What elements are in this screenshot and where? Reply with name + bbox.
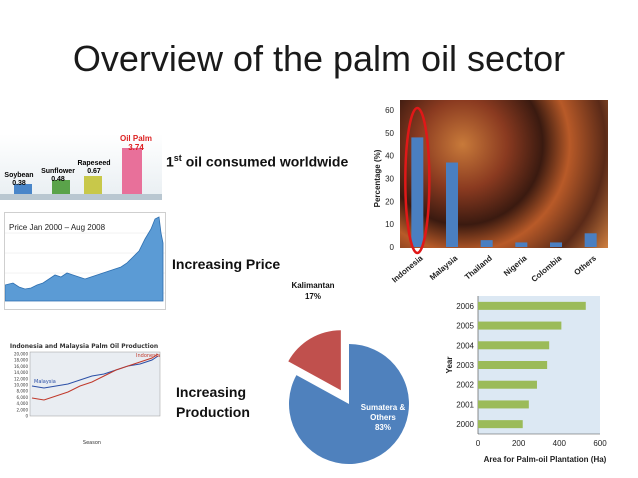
soybean-value: 0.38 (12, 180, 26, 187)
share-bar (584, 233, 597, 247)
price-label: Price Jan 2000 – Aug 2008 (9, 223, 106, 232)
rapeseed-bar (84, 176, 102, 194)
pie-slice (289, 344, 409, 464)
area-xlabel: Area for Palm-oil Plantation (Ha) (484, 455, 607, 464)
share-ytick: 20 (385, 197, 394, 206)
share-ytick: 10 (385, 220, 394, 229)
pie-label: Sumatera & (361, 403, 406, 412)
pie-value: 17% (305, 292, 321, 301)
production-ytick: 0 (25, 414, 28, 419)
area-xtick: 200 (512, 439, 526, 448)
share-ytick: 0 (390, 243, 395, 252)
share-ylabel: Percentage (%) (373, 149, 382, 207)
production-ytick: 20,000 (14, 352, 28, 357)
price-caption: Increasing Price (172, 256, 281, 272)
price-area (4, 216, 164, 302)
sunflower-bar (52, 180, 70, 194)
oil-palm-label: Oil Palm (119, 134, 152, 143)
palm-fruit-photo (400, 100, 608, 248)
area-xtick: 400 (553, 439, 567, 448)
share-bar (411, 137, 424, 247)
area-ytick: 2003 (456, 361, 474, 370)
share-xtick: Malaysia (428, 253, 460, 282)
pie-label-cont: Others (370, 413, 396, 422)
production-ytick: 6,000 (17, 395, 29, 400)
rapeseed-value: 0.67 (87, 168, 101, 175)
sunflower-value: 0.48 (51, 176, 65, 183)
oil-yield-bars (0, 148, 162, 200)
production-ytick: 10,000 (14, 383, 28, 388)
area-bar (478, 341, 550, 350)
area-ytick: 2005 (456, 322, 474, 331)
pie-slice (288, 330, 341, 391)
slide-title: Overview of the palm oil sector (72, 38, 566, 79)
production-ytick: 2,000 (17, 407, 29, 412)
pie-value: 83% (375, 423, 391, 432)
share-bar (480, 240, 493, 247)
price-chart-image: Price Jan 2000 – Aug 2008 (4, 212, 166, 310)
oil-yield-image: Soybean 0.38 Sunflower 0.48 Rapeseed 0.6… (0, 134, 162, 200)
production-xlabel: Season (83, 440, 101, 446)
area-ytick: 2006 (456, 302, 474, 311)
indonesia-line (31, 353, 159, 401)
sunflower-label: Sunflower (41, 168, 75, 175)
area-ytick: 2001 (456, 400, 474, 409)
highlight-ellipse (404, 106, 431, 255)
share-xtick: Thailand (463, 254, 494, 282)
area-ytick: 2002 (456, 381, 474, 390)
production-ytick: 18,000 (14, 358, 28, 363)
pie-label: Kalimantan (291, 281, 334, 290)
area-xtick: 0 (476, 439, 481, 448)
share-ytick: 30 (385, 175, 394, 184)
production-ytick: 12,000 (14, 376, 28, 381)
production-ytick: 4,000 (17, 401, 29, 406)
area-bar (478, 380, 537, 389)
area-bar (478, 301, 586, 310)
area-ytick: 2000 (456, 420, 474, 429)
area-bar (478, 420, 523, 429)
area-bar (478, 400, 529, 409)
consumption-caption: 1st oil consumed worldwide (166, 153, 349, 170)
area-xtick: 600 (593, 439, 607, 448)
share-bar (550, 242, 562, 247)
soybean-label: Soybean (4, 172, 34, 179)
production-chart-image: Indonesia and Malaysia Palm Oil Producti… (4, 340, 164, 446)
share-xtick: Others (572, 253, 598, 277)
area-bar (478, 361, 548, 369)
share-ytick: 40 (385, 152, 394, 161)
share-bar (446, 162, 458, 247)
share-xtick: Colombia (530, 253, 564, 284)
malaysia-series-label: Malaysia (34, 379, 56, 385)
share-ytick: 50 (385, 129, 394, 138)
soybean-bar (14, 184, 32, 194)
oil-palm-value: 3.74 (128, 143, 144, 152)
share-xtick: Nigeria (502, 253, 529, 278)
area-bar (478, 321, 562, 330)
production-ytick: 14,000 (14, 370, 28, 375)
area-ytick: 2004 (456, 341, 474, 350)
production-ytick: 16,000 (14, 364, 28, 369)
malaysia-line (31, 355, 159, 389)
production-title: Indonesia and Malaysia Palm Oil Producti… (10, 343, 158, 350)
rapeseed-label: Rapeseed (77, 160, 111, 167)
production-ytick: 8,000 (17, 389, 29, 394)
plantation-area-chart: 2000 2001 2002 2003 2004 2005 2006 0 200 400 600 Ar… (445, 296, 607, 464)
oil-palm-bar (122, 148, 142, 196)
share-ytick: 60 (385, 106, 394, 115)
indonesia-series-label: Indonesia (136, 353, 160, 359)
production-caption: Increasing Production (176, 384, 250, 420)
share-bar (515, 242, 528, 247)
area-ylabel: Year (445, 357, 454, 374)
